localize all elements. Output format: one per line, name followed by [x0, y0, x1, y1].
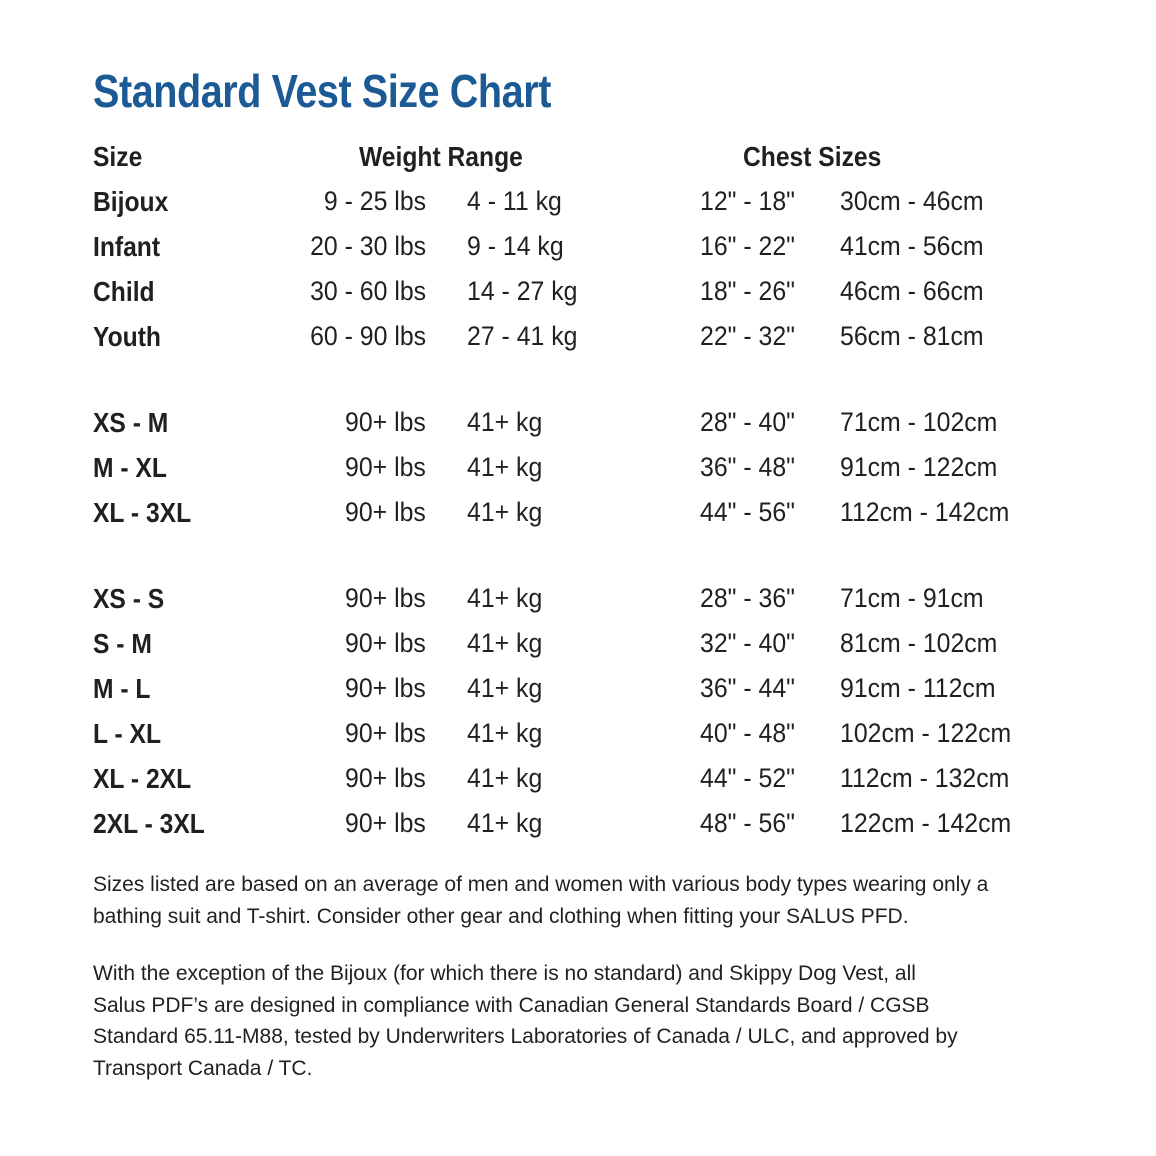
weight-kg: 14 - 27 kg: [467, 276, 578, 306]
weight-lbs: 20 - 30 lbs: [310, 231, 426, 261]
chest-cm: 46cm - 66cm: [840, 276, 984, 306]
size: Child: [93, 276, 155, 307]
weight-lbs: 9 - 25 lbs: [323, 186, 426, 216]
size: XS - M: [93, 407, 169, 438]
weight-lbs: 90+ lbs: [345, 763, 426, 793]
chest-cm: 30cm - 46cm: [840, 186, 984, 216]
weight-lbs: 30 - 60 lbs: [310, 276, 426, 306]
size: 2XL - 3XL: [93, 808, 205, 839]
weight-lbs: 90+ lbs: [345, 673, 426, 703]
weight-kg: 9 - 14 kg: [467, 231, 564, 261]
size: Youth: [93, 321, 161, 352]
chest-in: 40" - 48": [700, 718, 795, 748]
weight-lbs: 90+ lbs: [345, 407, 426, 437]
weight-lbs: 90+ lbs: [345, 497, 426, 527]
chest-in: 44" - 56": [700, 497, 795, 527]
chest-cm: 112cm - 142cm: [840, 497, 1010, 527]
note-line: bathing suit and T-shirt. Consider other…: [93, 904, 909, 928]
chest-in: 12" - 18": [700, 186, 795, 216]
weight-kg: 27 - 41 kg: [467, 321, 578, 351]
size: M - XL: [93, 452, 167, 483]
weight-lbs: 90+ lbs: [345, 808, 426, 838]
size: XL - 2XL: [93, 763, 192, 794]
chest-cm: 71cm - 91cm: [840, 583, 984, 613]
weight-kg: 4 - 11 kg: [467, 186, 562, 216]
chest-cm: 81cm - 102cm: [840, 628, 998, 658]
note-line: Standard 65.11-M88, tested by Underwrite…: [93, 1025, 958, 1048]
weight-lbs: 90+ lbs: [345, 452, 426, 482]
chest-in: 32" - 40": [700, 628, 795, 658]
weight-kg: 41+ kg: [467, 452, 543, 482]
chest-in: 44" - 52": [700, 763, 795, 793]
chest-in: 48" - 56": [700, 808, 795, 838]
chest-cm: 112cm - 132cm: [840, 763, 1010, 793]
chest-cm: 56cm - 81cm: [840, 321, 984, 351]
weight-lbs: 60 - 90 lbs: [310, 321, 426, 351]
chest-in: 16" - 22": [700, 231, 795, 261]
note-line: With the exception of the Bijoux (for wh…: [93, 962, 916, 985]
chest-cm: 71cm - 102cm: [840, 407, 998, 437]
weight-kg: 41+ kg: [467, 763, 543, 793]
chest-in: 28" - 40": [700, 407, 795, 437]
chest-in: 28" - 36": [700, 583, 795, 613]
note-line: Salus PDF’s are designed in compliance w…: [93, 993, 930, 1017]
header-size: Size: [93, 141, 143, 172]
chest-cm: 91cm - 112cm: [840, 673, 996, 703]
size: XL - 3XL: [93, 497, 192, 528]
weight-kg: 41+ kg: [467, 497, 543, 527]
chest-in: 36" - 44": [700, 673, 795, 703]
chest-cm: 91cm - 122cm: [840, 452, 998, 482]
weight-kg: 41+ kg: [467, 407, 543, 437]
weight-kg: 41+ kg: [467, 718, 543, 748]
weight-lbs: 90+ lbs: [345, 628, 426, 658]
weight-kg: 41+ kg: [467, 628, 543, 658]
chest-in: 22" - 32": [700, 321, 795, 351]
chest-in: 36" - 48": [700, 452, 795, 482]
weight-kg: 41+ kg: [467, 808, 543, 838]
size: M - L: [93, 673, 151, 704]
size: Infant: [93, 231, 161, 262]
chest-cm: 122cm - 142cm: [840, 808, 1012, 838]
weight-lbs: 90+ lbs: [345, 583, 426, 613]
note-line: Transport Canada / TC.: [93, 1056, 313, 1080]
size: Bijoux: [93, 186, 169, 217]
size: XS - S: [93, 583, 165, 614]
header-weight: Weight Range: [359, 141, 523, 172]
note-line: Sizes listed are based on an average of …: [93, 873, 989, 896]
chest-cm: 41cm - 56cm: [840, 231, 984, 261]
header-chest: Chest Sizes: [743, 141, 882, 172]
weight-lbs: 90+ lbs: [345, 718, 426, 748]
weight-kg: 41+ kg: [467, 673, 543, 703]
weight-kg: 41+ kg: [467, 583, 543, 613]
chest-cm: 102cm - 122cm: [840, 718, 1012, 748]
title: Standard Vest Size Chart: [93, 65, 551, 117]
size: L - XL: [93, 718, 161, 749]
size: S - M: [93, 628, 152, 659]
chest-in: 18" - 26": [700, 276, 795, 306]
